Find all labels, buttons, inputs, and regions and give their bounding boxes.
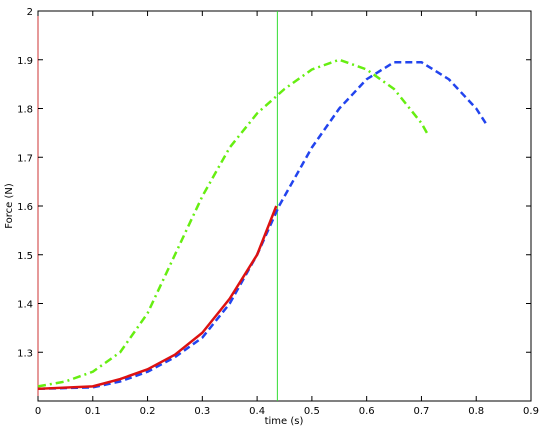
y-tick-label: 1.8 (17, 105, 33, 116)
data-line (37, 205, 278, 391)
y-tick-label: 1.9 (17, 56, 33, 67)
y-tick-label: 1.7 (17, 153, 33, 164)
x-tick-label: 0.3 (194, 406, 210, 417)
y-tick-label: 1.6 (17, 202, 33, 213)
x-tick-label: 0.9 (523, 406, 539, 417)
x-tick-label: 0.6 (359, 406, 375, 417)
plot-area (37, 10, 532, 402)
x-tick-label: 0.5 (304, 406, 320, 417)
x-tick-label: 0 (35, 406, 41, 417)
x-tick-label: 0.2 (140, 406, 156, 417)
y-tick-label: 1.5 (17, 251, 33, 262)
data-line (37, 60, 489, 391)
x-axis-label: time (s) (265, 416, 304, 427)
x-tick-label: 0.1 (85, 406, 101, 417)
y-axis-label: Force (N) (4, 183, 15, 229)
y-tick-label: 2 (27, 7, 33, 18)
y-tick-label: 1.4 (17, 300, 33, 311)
x-tick-label: 0.7 (413, 406, 429, 417)
data-line (37, 58, 429, 388)
x-tick-label: 0.8 (468, 406, 484, 417)
x-tick-label: 0.4 (249, 406, 265, 417)
y-tick-label: 1.3 (17, 348, 33, 359)
